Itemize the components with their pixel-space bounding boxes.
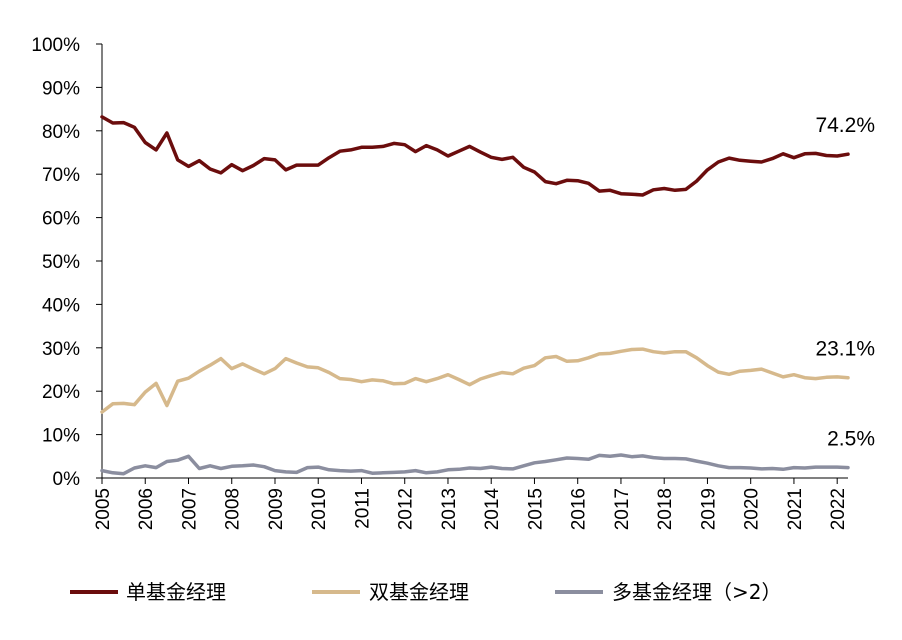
x-tick-label: 2022 (828, 488, 849, 530)
x-tick-label: 2009 (266, 488, 287, 530)
y-tick-label: 80% (42, 122, 80, 143)
legend-label: 单基金经理 (126, 580, 226, 604)
x-tick-label: 2016 (569, 488, 590, 530)
series-line-2 (100, 347, 850, 414)
y-tick-label: 30% (42, 339, 80, 360)
x-tick-label: 2018 (655, 488, 676, 530)
series-end-label: 23.1% (815, 338, 875, 361)
legend-label: 多基金经理（>2） (612, 580, 781, 604)
y-tick-label: 100% (31, 35, 80, 56)
x-tick-label: 2017 (612, 488, 633, 530)
series-end-label: 74.2% (815, 114, 875, 137)
x-tick-label: 2011 (352, 488, 373, 529)
y-tick-label: 20% (42, 382, 80, 403)
x-tick-label: 2007 (179, 488, 200, 530)
y-tick-label: 70% (42, 165, 80, 186)
x-tick-label: 2005 (93, 488, 114, 530)
legend-label: 双基金经理 (369, 580, 469, 604)
y-tick-label: 90% (42, 78, 80, 99)
x-tick-label: 2006 (136, 488, 157, 530)
x-tick-label: 2020 (742, 488, 763, 530)
axes-layer: 0% 10% 20% 30% 40% 50% 60% 70% 80% 90% 100% 2005 200… (31, 35, 849, 530)
series-layer (100, 115, 850, 476)
x-tick-label: 2012 (396, 488, 417, 530)
end-labels-layer: 74.2% 23.1% 2.5% (815, 114, 875, 450)
y-tick-label: 0% (53, 469, 81, 490)
x-tick-label: 2008 (223, 488, 244, 530)
legend: 单基金经理 双基金经理 多基金经理（>2） (70, 580, 781, 604)
y-tick-label: 10% (42, 426, 80, 447)
series-line-3 (100, 453, 850, 476)
x-tick-label: 2013 (439, 488, 460, 530)
y-tick-label: 40% (42, 295, 80, 316)
series-end-label: 2.5% (827, 428, 875, 451)
x-tick-label: 2010 (309, 488, 330, 530)
x-tick-label: 2014 (482, 488, 503, 531)
x-tick-label: 2019 (698, 488, 719, 530)
x-tick-label: 2021 (785, 488, 806, 530)
y-tick-label: 60% (42, 209, 80, 230)
y-tick-label: 50% (42, 252, 80, 273)
series-line-1 (100, 115, 850, 197)
x-tick-label: 2015 (525, 488, 546, 530)
